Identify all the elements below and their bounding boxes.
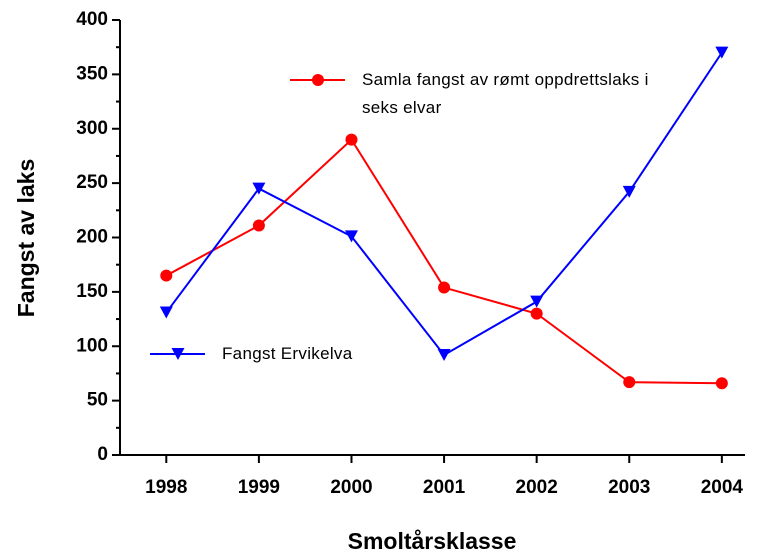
y-tick-label: 350 <box>76 63 108 84</box>
marker <box>437 348 451 361</box>
legend-marker <box>171 348 185 360</box>
marker <box>159 306 173 319</box>
marker <box>252 182 266 195</box>
x-tick-label: 2003 <box>608 477 650 498</box>
marker <box>622 185 636 198</box>
marker <box>438 281 451 294</box>
marker <box>530 307 543 320</box>
x-tick-label: 1998 <box>145 477 187 498</box>
legend-marker <box>312 74 324 86</box>
legend-label: Samla fangst av rømt oppdrettslaks i sek… <box>362 70 649 117</box>
marker <box>623 376 636 389</box>
marker <box>252 219 265 232</box>
y-tick-label: 400 <box>76 9 108 30</box>
y-tick-label: 200 <box>76 227 108 248</box>
y-tick-label: 100 <box>76 335 108 356</box>
y-axis-label: Fangst av laks <box>13 159 39 318</box>
x-tick-label: 2001 <box>423 477 466 498</box>
x-tick-label: 1999 <box>238 477 280 498</box>
x-tick-label: 2004 <box>701 477 744 498</box>
marker <box>530 295 544 308</box>
marker <box>715 377 728 390</box>
marker <box>715 46 729 59</box>
x-axis-label: Smoltårsklasse <box>348 528 517 554</box>
y-tick-label: 250 <box>76 172 108 193</box>
marker <box>160 269 173 282</box>
y-tick-label: 150 <box>76 281 108 302</box>
legend-label: Fangst Ervikelva <box>222 344 353 363</box>
marker <box>344 230 358 243</box>
y-tick-label: 50 <box>87 390 108 411</box>
x-tick-label: 2002 <box>516 477 558 498</box>
y-tick-label: 300 <box>76 118 108 139</box>
y-tick-label: 0 <box>97 444 108 465</box>
x-tick-label: 2000 <box>330 477 372 498</box>
marker <box>345 133 358 146</box>
